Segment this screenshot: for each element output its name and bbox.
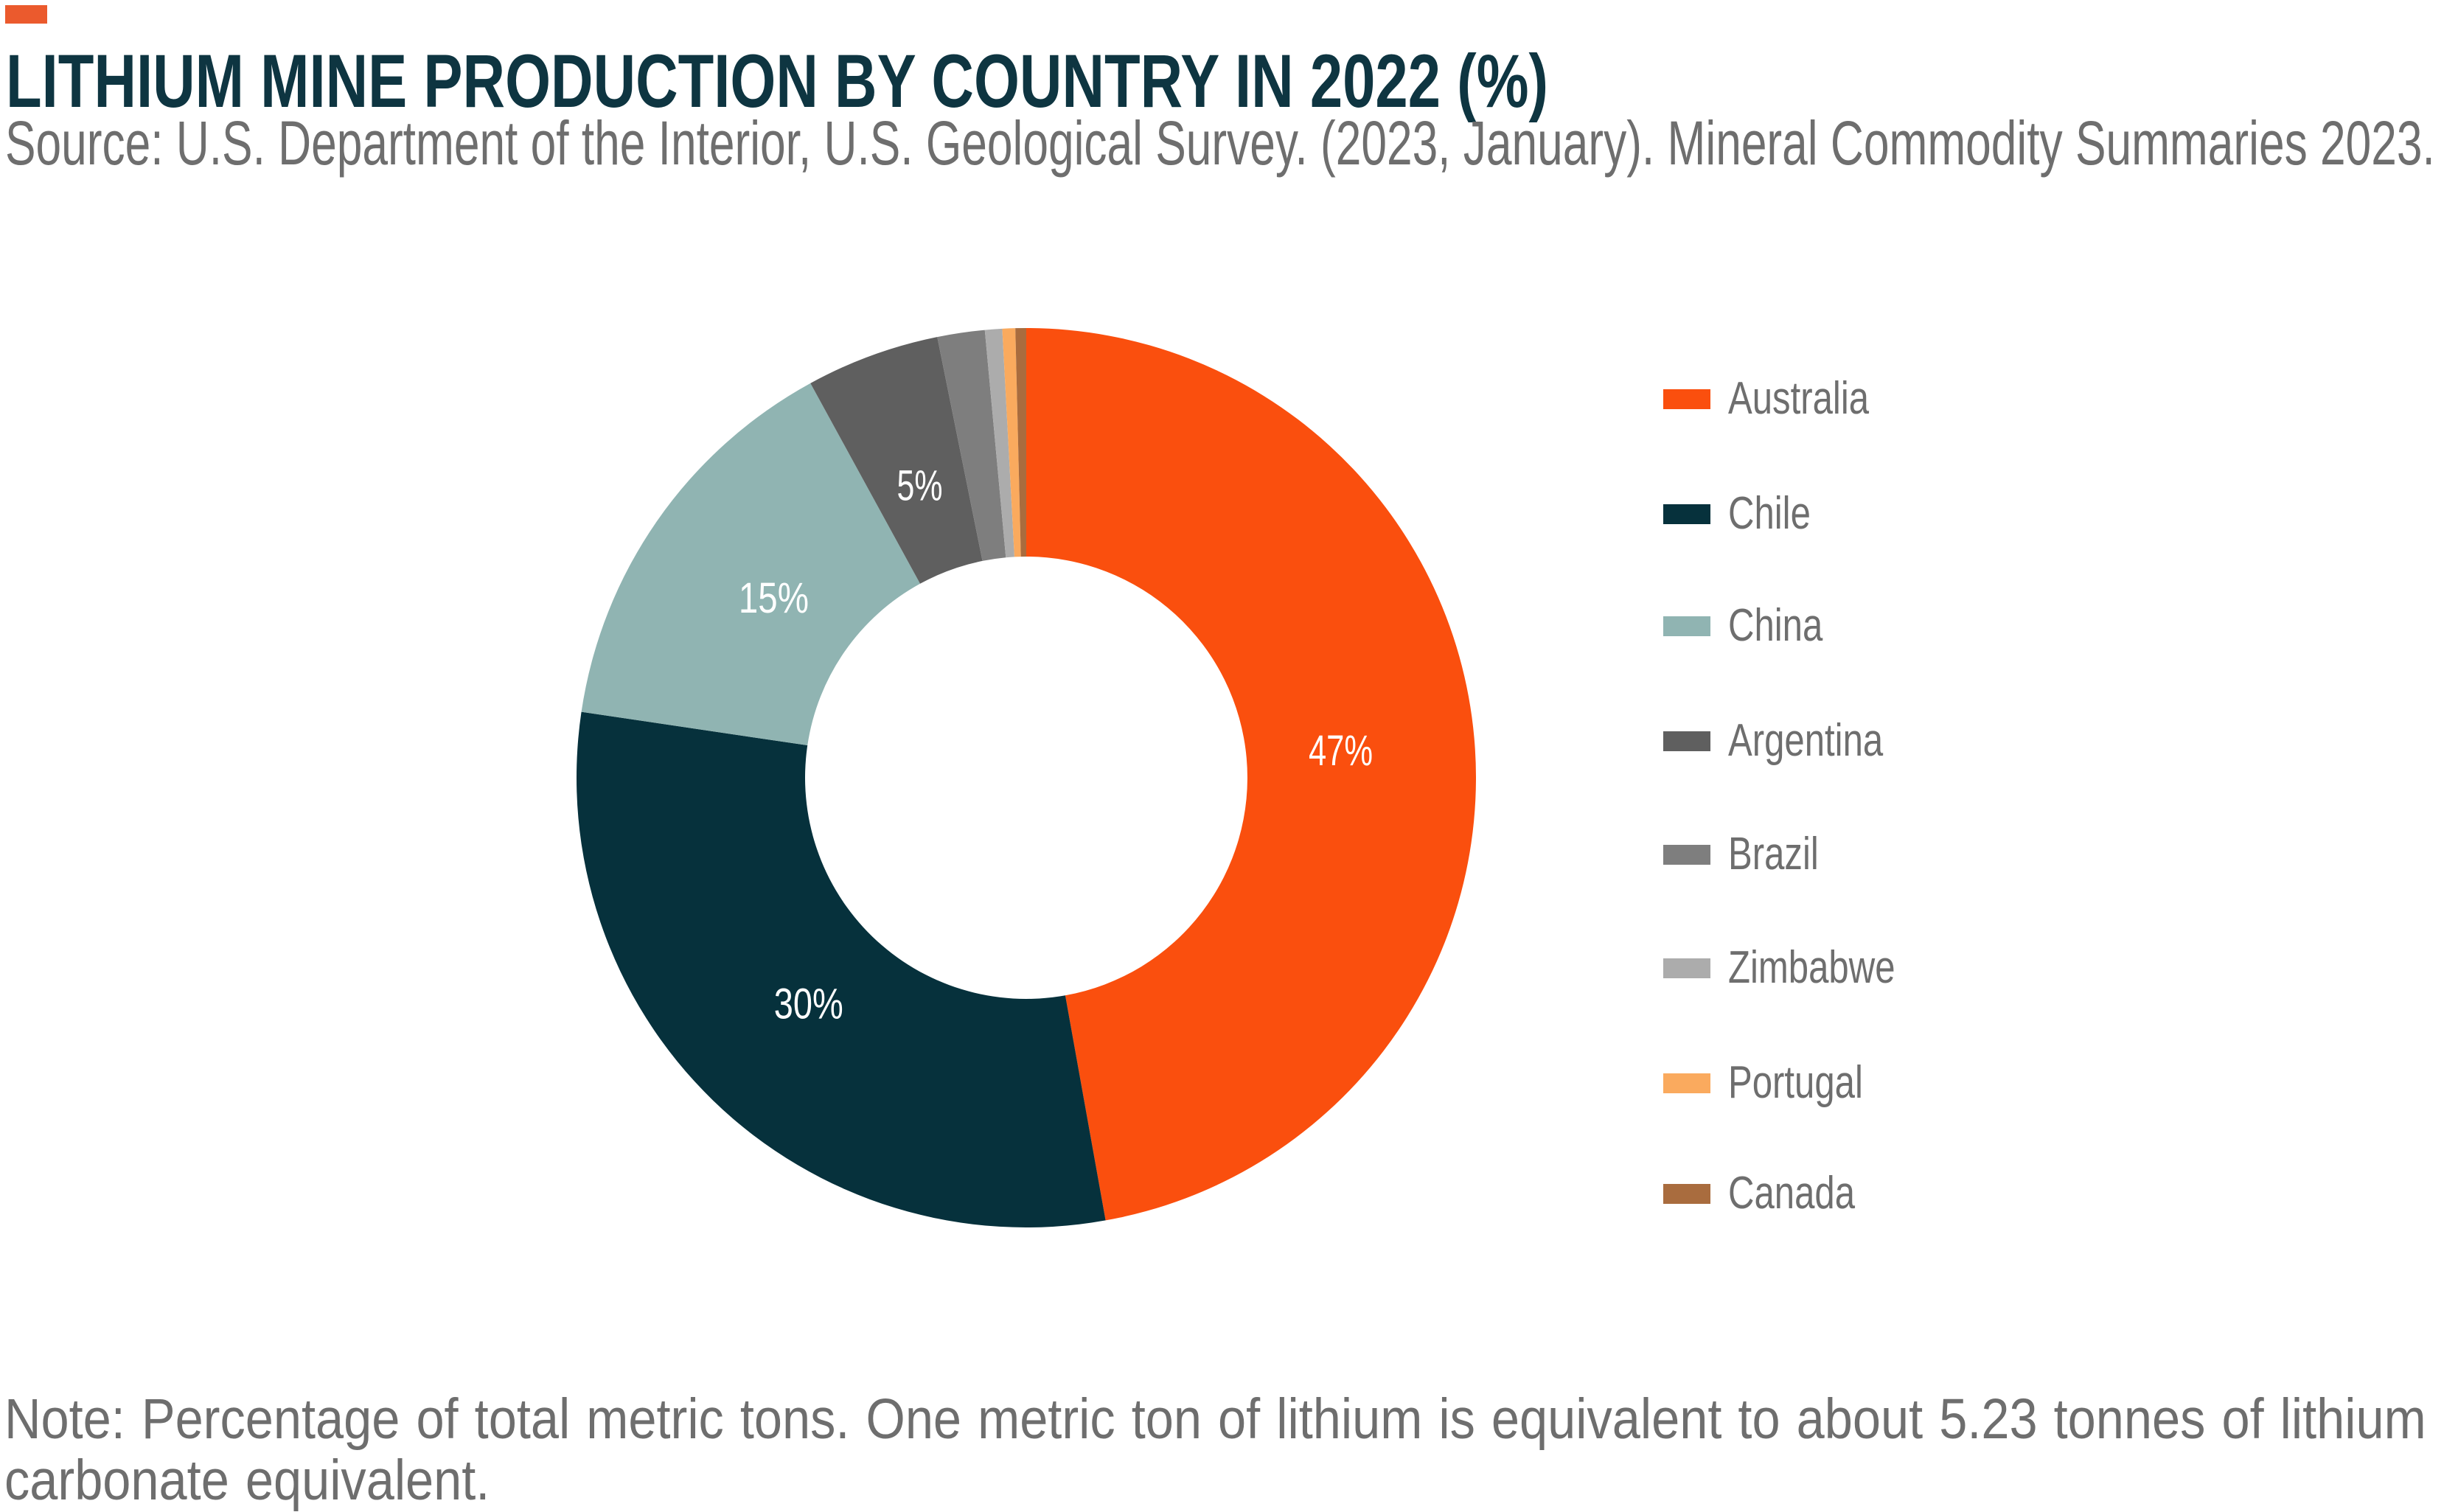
svg-text:30%: 30% — [773, 980, 843, 1028]
svg-text:15%: 15% — [738, 574, 808, 622]
svg-text:5%: 5% — [896, 461, 942, 509]
svg-text:47%: 47% — [1308, 726, 1372, 773]
